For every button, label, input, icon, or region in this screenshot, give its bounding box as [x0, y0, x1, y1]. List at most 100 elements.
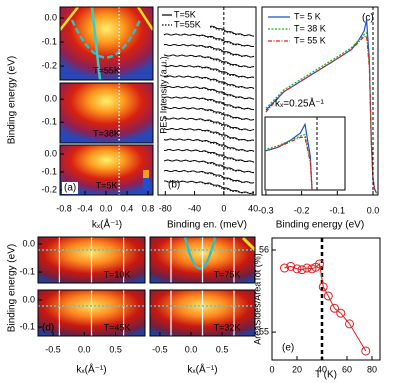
- frame: [149, 289, 256, 337]
- inset-bg: [264, 116, 346, 191]
- panel-label: (d): [42, 323, 54, 334]
- edc-curve: [163, 54, 255, 69]
- data-point: [345, 319, 354, 329]
- x-tick-label: 0: [221, 203, 226, 213]
- y-tick-label: -0.2: [41, 60, 57, 70]
- edc-curve: [163, 96, 255, 111]
- legend-label: T= 38 K: [294, 23, 326, 33]
- y-tick-label: 0.0: [44, 12, 57, 22]
- band-line: [60, 7, 153, 31]
- data-point: [280, 263, 289, 273]
- edc-curve: [163, 106, 255, 121]
- edc-curve: [163, 96, 255, 111]
- edc-curve: [163, 44, 255, 58]
- x-tick-label: 0.5: [109, 344, 122, 354]
- legend-label: T=55K: [174, 19, 201, 29]
- x-tick-label: 0.0: [367, 205, 380, 215]
- x-tick-label: 40: [317, 364, 327, 374]
- edc-curve: [163, 54, 255, 68]
- subpanel-label: T=5K: [96, 180, 118, 190]
- data-point: [330, 303, 339, 313]
- band-line: [241, 236, 257, 252]
- heatmap: [60, 83, 153, 143]
- y-tick-label: 55: [259, 326, 269, 336]
- subpanel-label: T=55K: [93, 65, 120, 75]
- x-tick-label: 0.0: [78, 344, 91, 354]
- x-tick-label: 60: [342, 364, 352, 374]
- y-tick-label: 0.0: [22, 238, 35, 248]
- x-axis-label: kₓ(Å⁻¹): [76, 363, 106, 376]
- edc-curve: [163, 149, 255, 163]
- panel-label: (c): [362, 13, 374, 24]
- x-tick-label: -40: [188, 203, 201, 213]
- x-tick-label: -80: [159, 203, 172, 213]
- y-tick-label: 0.0: [44, 148, 57, 158]
- y-tick-label: -0.1: [41, 166, 57, 176]
- y-axis-label: AreaSides/AreaTot (%): [252, 253, 262, 345]
- edc-curve: [163, 169, 255, 184]
- frame: [149, 236, 256, 284]
- y-axis-label: Binding energy (eV): [7, 56, 18, 144]
- x-tick-label: -0.2: [294, 205, 310, 215]
- edc-curve: [163, 159, 255, 174]
- x-axis-label: T (K): [315, 370, 337, 381]
- legend-label: T= 55 K: [294, 35, 326, 45]
- spectrum-line: [265, 133, 313, 190]
- inset: [265, 117, 318, 190]
- frame: [37, 289, 146, 337]
- band-line: [90, 7, 102, 80]
- subpanel-label: T=32K: [214, 322, 241, 332]
- edc-curve: [163, 159, 254, 173]
- data-point: [323, 291, 333, 301]
- x-tick-label: -0.8: [56, 203, 72, 213]
- frame: [59, 82, 154, 144]
- frame: [261, 6, 379, 196]
- annotation: kₓ=0.25Å⁻¹: [275, 97, 325, 110]
- x-tick-label: 80: [367, 364, 377, 374]
- x-tick-label: 0.8: [142, 203, 155, 213]
- frame: [271, 237, 381, 361]
- y-tick-label: -0.1: [41, 36, 57, 46]
- subpanel-label: T=75K: [214, 269, 241, 279]
- edc-curve: [163, 65, 255, 79]
- x-tick-label: 20: [292, 364, 302, 374]
- edc-curve: [163, 128, 255, 142]
- colorbar: [143, 170, 149, 178]
- y-tick-label: 0.0: [44, 94, 57, 104]
- data-point: [318, 282, 328, 292]
- edc-curve: [163, 106, 255, 121]
- edc-curve: [163, 180, 255, 195]
- x-tick-label: -0.3: [258, 205, 274, 215]
- y-tick-label: 0.0: [22, 294, 35, 304]
- data-point: [315, 259, 324, 269]
- frame: [59, 6, 154, 81]
- x-tick-label: 0.0: [100, 203, 113, 213]
- x-tick-label: -0.5: [152, 344, 168, 354]
- y-tick-label: 56: [259, 244, 269, 254]
- edc-curve: [163, 86, 255, 100]
- legend-label: T= 5 K: [294, 11, 321, 21]
- y-axis-label: PES Intensity (a.u.): [158, 56, 168, 134]
- frame: [157, 6, 257, 196]
- data-point: [361, 346, 371, 356]
- y-axis-label: Binding energy (eV): [7, 244, 18, 332]
- edc-curve: [163, 117, 255, 132]
- x-tick-label: 40: [248, 203, 258, 213]
- data-point: [302, 263, 312, 273]
- spectrum-line: [265, 122, 313, 190]
- y-tick-label: -0.1: [19, 321, 35, 331]
- x-axis-label: Binding en. (meV): [167, 220, 247, 231]
- spectrum-line: [265, 31, 378, 194]
- panel-label-bg: [62, 182, 78, 194]
- y-tick-label: -0.2: [41, 184, 57, 194]
- data-point: [292, 264, 302, 274]
- panel-label: (a): [64, 183, 76, 194]
- trend-line: [284, 262, 367, 352]
- legend-bg: [160, 9, 210, 31]
- frame: [37, 236, 146, 284]
- x-tick-label: -0.5: [45, 344, 61, 354]
- y-tick-label: -0.1: [19, 266, 35, 276]
- edc-curve: [163, 127, 255, 142]
- spectrum-line: [265, 35, 378, 194]
